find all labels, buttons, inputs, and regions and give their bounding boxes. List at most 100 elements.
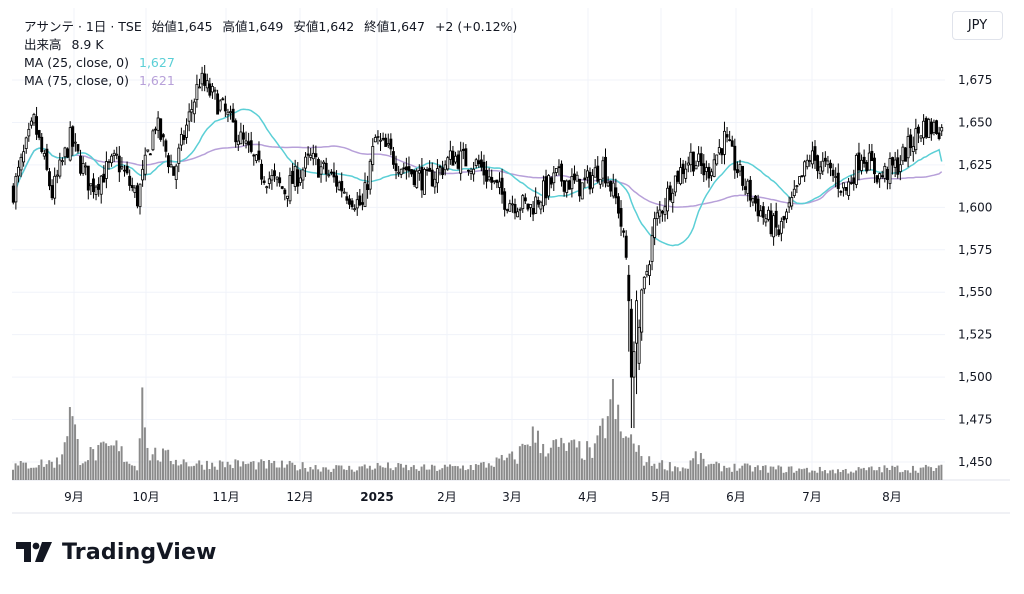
candle-body (164, 140, 168, 152)
candle-body (332, 171, 336, 178)
ma25-value: 1,627 (139, 55, 175, 70)
volume-bar (71, 416, 74, 480)
candle-body (371, 146, 375, 165)
candle-body (479, 159, 483, 168)
candle-body (249, 140, 253, 152)
candle-body (342, 191, 346, 194)
ma25-legend: MA (25, close, 0) 1,627 (24, 54, 517, 72)
candle-body (363, 182, 367, 207)
volume-bar (125, 461, 128, 480)
candle-body (767, 209, 770, 220)
candle-body (547, 175, 551, 197)
candle-body (505, 209, 509, 211)
volume-bar (363, 464, 366, 480)
candle-body (888, 158, 892, 184)
candle-body (798, 176, 801, 185)
volume-bar (568, 442, 570, 480)
candle-body (748, 179, 752, 201)
volume-bar (782, 472, 785, 480)
volume-bar (560, 437, 563, 480)
candle-body (575, 174, 579, 182)
volume-bar (635, 451, 638, 480)
volume-bar (842, 469, 845, 480)
volume-bar (311, 469, 314, 480)
candle-body (218, 100, 222, 111)
volume-bar (591, 457, 594, 480)
y-tick-label: 1,525 (958, 328, 992, 342)
candle-body (536, 199, 540, 205)
volume-bar (668, 462, 671, 480)
volume-bar (676, 467, 679, 480)
volume-bar (539, 453, 542, 480)
candle-body (177, 147, 181, 164)
volume-bar (919, 467, 922, 480)
volume-bar (617, 404, 620, 480)
candle-body (782, 216, 786, 221)
volume-bar (816, 472, 819, 480)
candle-body (280, 186, 284, 189)
volume-bar (495, 457, 498, 480)
volume-bar (273, 460, 276, 480)
volume-bar (847, 473, 850, 480)
currency-button[interactable]: JPY (952, 11, 1003, 40)
volume-label: 出来高 (24, 37, 62, 52)
volume-bar (777, 465, 780, 480)
candle-body (896, 157, 900, 175)
candle-body (549, 177, 553, 185)
x-tick-label: 2025 (360, 490, 393, 504)
candle-body (37, 130, 41, 138)
volume-bar (904, 470, 907, 480)
candle-body (389, 138, 393, 150)
candle-body (143, 154, 147, 175)
volume-bar (407, 470, 410, 480)
candle-body (402, 167, 406, 170)
volume-bar (930, 467, 933, 480)
volume-bar (195, 463, 198, 480)
candle-body (565, 180, 569, 193)
candle-body (658, 209, 662, 217)
candle-body (792, 188, 796, 197)
candle-body (32, 114, 36, 124)
candle-body (172, 166, 176, 176)
candle-body (487, 176, 491, 181)
volume-bar (234, 459, 237, 480)
x-tick-label: 6月 (726, 490, 746, 504)
candle-body (803, 161, 807, 177)
candle-body (35, 116, 39, 135)
candle-body (632, 351, 636, 378)
candle-body (650, 235, 654, 262)
candle-body (154, 128, 157, 131)
tradingview-logo[interactable]: TradingView (16, 536, 217, 568)
candle-body (192, 101, 196, 115)
candle-body (642, 276, 646, 290)
y-tick-label: 1,500 (958, 370, 992, 384)
candle-body (182, 134, 186, 141)
candle-body (787, 202, 791, 208)
candle-body (63, 147, 67, 158)
volume-bar (601, 418, 604, 480)
volume-bar (650, 465, 653, 480)
candle-body (829, 162, 832, 169)
candle-body (337, 182, 341, 191)
candle-body (120, 166, 124, 169)
volume-bar (335, 465, 338, 480)
volume-bar (456, 466, 459, 480)
volume-bar (45, 464, 48, 480)
volume-bar (787, 466, 790, 480)
x-tick-label: 3月 (502, 490, 522, 504)
candle-body (692, 151, 695, 172)
volume-bar (844, 468, 847, 480)
candle-body (681, 163, 685, 175)
candle-body (702, 163, 706, 176)
candle-body (717, 147, 721, 154)
volume-bar (425, 469, 428, 480)
volume-bar (927, 466, 930, 480)
candle-body (441, 167, 445, 176)
y-axis: 1,450 1,475 1,500 1,525 1,550 1,575 1,600 1,625… (958, 73, 992, 469)
volume-bar (756, 465, 759, 480)
candle-body (591, 175, 595, 189)
candle-body (110, 155, 113, 164)
volume-bar (399, 463, 402, 480)
candle-body (635, 300, 638, 344)
candle-body (381, 137, 385, 140)
